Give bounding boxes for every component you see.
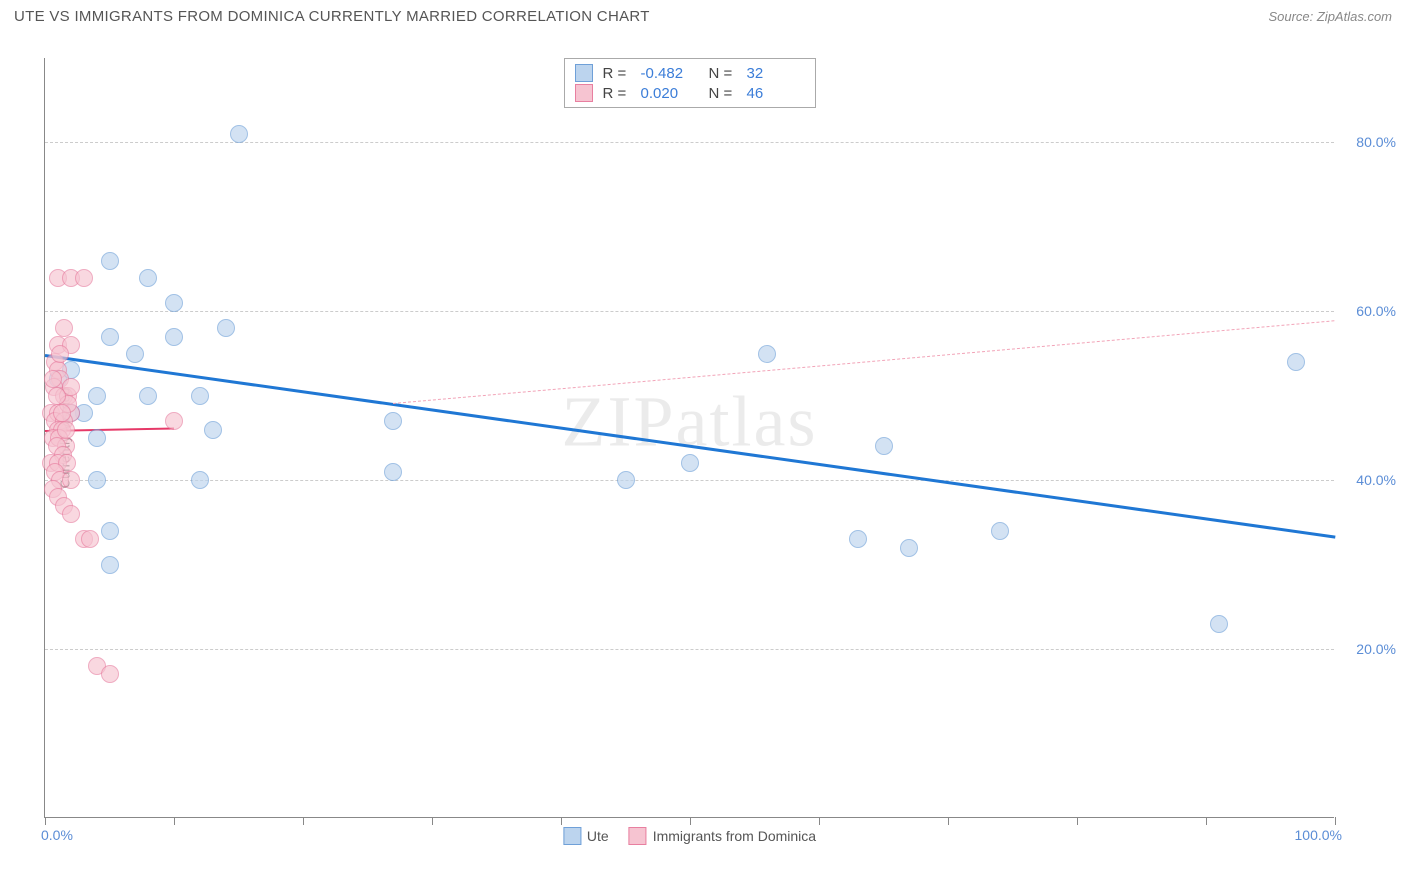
data-point	[101, 522, 119, 540]
legend-label: Ute	[587, 828, 609, 844]
plot-area: ZIPatlas 20.0%40.0%60.0%80.0%	[45, 58, 1334, 817]
x-axis-tick	[174, 817, 175, 825]
data-point	[849, 530, 867, 548]
legend-swatch	[575, 84, 593, 102]
stat-n-value: 46	[747, 85, 805, 102]
stats-row: R = 0.020 N = 46	[575, 83, 805, 103]
data-point	[1287, 353, 1305, 371]
x-axis-tick	[1335, 817, 1336, 825]
data-point	[230, 125, 248, 143]
data-point	[1210, 615, 1228, 633]
data-point	[384, 412, 402, 430]
stat-n-value: 32	[747, 65, 805, 82]
x-axis-tick	[561, 817, 562, 825]
data-point	[88, 471, 106, 489]
data-point	[48, 387, 66, 405]
x-axis-tick	[690, 817, 691, 825]
stat-label: R =	[603, 65, 631, 82]
gridline	[45, 311, 1334, 312]
data-point	[81, 530, 99, 548]
chart-title: UTE VS IMMIGRANTS FROM DOMINICA CURRENTL…	[14, 8, 650, 25]
data-point	[991, 522, 1009, 540]
data-point	[617, 471, 635, 489]
x-axis-tick	[948, 817, 949, 825]
data-point	[139, 269, 157, 287]
x-axis-tick	[432, 817, 433, 825]
watermark: ZIPatlas	[562, 381, 818, 464]
legend-item: Immigrants from Dominica	[629, 827, 816, 845]
regression-line	[45, 354, 1335, 539]
data-point	[165, 328, 183, 346]
data-point	[191, 471, 209, 489]
data-point	[126, 345, 144, 363]
data-point	[57, 421, 75, 439]
data-point	[88, 429, 106, 447]
y-axis-tick-label: 40.0%	[1356, 472, 1396, 488]
data-point	[101, 556, 119, 574]
data-point	[62, 505, 80, 523]
correlation-stats-box: R = -0.482 N = 32 R = 0.020 N = 46	[564, 58, 816, 108]
data-point	[44, 370, 62, 388]
stat-label: N =	[709, 65, 737, 82]
data-point	[165, 412, 183, 430]
y-axis-tick-label: 20.0%	[1356, 641, 1396, 657]
chart-header: UTE VS IMMIGRANTS FROM DOMINICA CURRENTL…	[0, 0, 1406, 29]
legend-swatch	[575, 64, 593, 82]
x-axis-label-min: 0.0%	[41, 827, 73, 843]
data-point	[55, 319, 73, 337]
y-axis-tick-label: 80.0%	[1356, 134, 1396, 150]
stat-label: N =	[709, 85, 737, 102]
data-point	[217, 319, 235, 337]
regression-line	[393, 320, 1335, 404]
data-point	[62, 471, 80, 489]
data-point	[101, 252, 119, 270]
data-point	[53, 404, 71, 422]
data-point	[191, 387, 209, 405]
legend-swatch	[629, 827, 647, 845]
x-axis-tick	[819, 817, 820, 825]
data-point	[900, 539, 918, 557]
x-axis-tick	[45, 817, 46, 825]
data-point	[875, 437, 893, 455]
stats-row: R = -0.482 N = 32	[575, 63, 805, 83]
data-point	[139, 387, 157, 405]
x-axis-tick	[1206, 817, 1207, 825]
legend-swatch	[563, 827, 581, 845]
x-axis-tick	[1077, 817, 1078, 825]
x-axis-tick	[303, 817, 304, 825]
data-point	[758, 345, 776, 363]
data-point	[165, 294, 183, 312]
gridline	[45, 649, 1334, 650]
data-point	[101, 328, 119, 346]
chart-frame: Currently Married ZIPatlas 20.0%40.0%60.…	[44, 58, 1334, 818]
stat-r-value: -0.482	[641, 65, 699, 82]
legend: Ute Immigrants from Dominica	[563, 827, 816, 845]
chart-source: Source: ZipAtlas.com	[1268, 9, 1392, 24]
data-point	[204, 421, 222, 439]
y-axis-tick-label: 60.0%	[1356, 303, 1396, 319]
data-point	[384, 463, 402, 481]
gridline	[45, 480, 1334, 481]
legend-item: Ute	[563, 827, 609, 845]
data-point	[681, 454, 699, 472]
data-point	[51, 345, 69, 363]
x-axis-label-max: 100.0%	[1295, 827, 1342, 843]
data-point	[75, 269, 93, 287]
stat-r-value: 0.020	[641, 85, 699, 102]
data-point	[101, 665, 119, 683]
stat-label: R =	[603, 85, 631, 102]
data-point	[88, 387, 106, 405]
legend-label: Immigrants from Dominica	[653, 828, 816, 844]
